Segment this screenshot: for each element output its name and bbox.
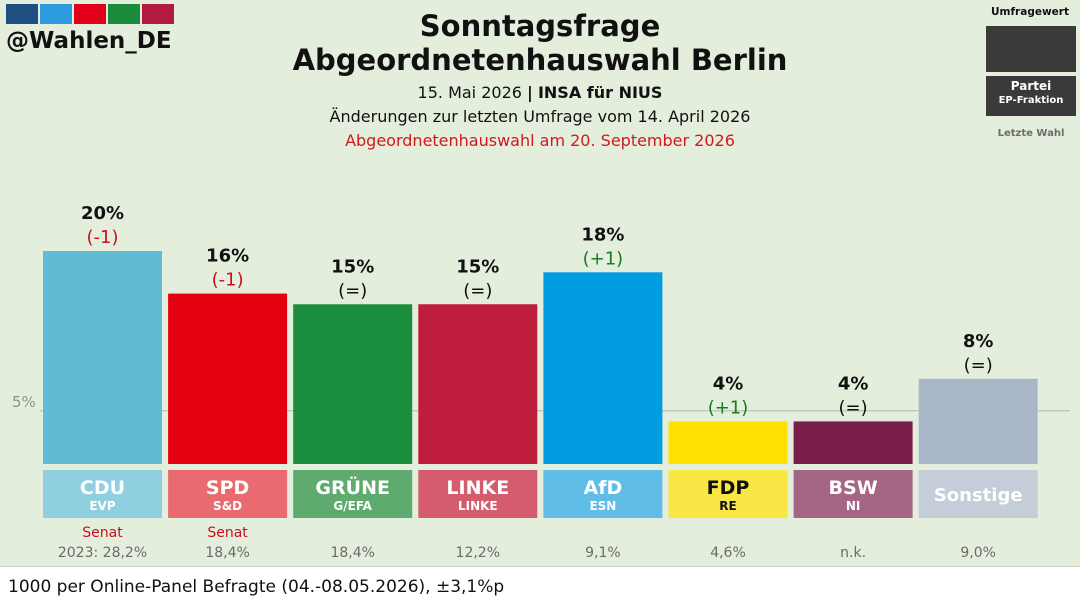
party-faction: ESN <box>589 499 616 513</box>
party-label-box <box>543 470 663 518</box>
last-election-value: 9,1% <box>585 545 621 561</box>
party-label-box <box>43 470 162 518</box>
bar <box>793 421 913 464</box>
party-name: CDU <box>80 477 125 499</box>
chart-title-line2: Abgeordnetenhauswahl Berlin <box>292 43 788 77</box>
party-faction: RE <box>719 499 736 513</box>
chart-subtitle-election: Abgeordnetenhauswahl am 20. September 20… <box>345 131 735 150</box>
party-note: Senat <box>82 525 123 541</box>
party-label-box <box>918 470 1038 518</box>
chart-title: Sonntagsfrage <box>419 9 661 43</box>
brand-stripe <box>142 4 174 24</box>
legend-faction-label: EP-Fraktion <box>998 95 1064 106</box>
last-election-value: 2023: 28,2% <box>58 545 147 561</box>
bar-change-label: (=) <box>463 280 492 301</box>
subtitle-date: 15. Mai 2026 <box>417 83 522 102</box>
threshold-label: 5% <box>12 393 36 411</box>
last-election-value: 9,0% <box>960 545 996 561</box>
bar-value-label: 8% <box>963 331 994 352</box>
legend-value-label: Umfragewert <box>991 6 1069 18</box>
party-label-box <box>168 470 288 518</box>
bar-change-label: (=) <box>338 280 367 301</box>
bar <box>168 293 288 464</box>
bar-change-label: (=) <box>839 397 868 418</box>
brand-handle: @Wahlen_DE <box>6 28 172 54</box>
chart-subtitle-date: 15. Mai 2026 | INSA für NIUS <box>0 82 1080 104</box>
party-label-box <box>293 470 413 518</box>
brand-stripe <box>74 4 106 24</box>
brand-stripe <box>6 4 38 24</box>
bar-change-label: (+1) <box>708 397 749 418</box>
bar-value-label: 16% <box>206 246 249 267</box>
party-faction: LINKE <box>458 499 498 513</box>
subtitle-source: INSA für NIUS <box>537 83 663 102</box>
legend-party-box: Partei EP-Fraktion <box>986 76 1076 116</box>
brand-stripe <box>40 4 72 24</box>
bar <box>43 251 162 464</box>
bar-change-label: (+1) <box>583 248 624 269</box>
bar <box>543 272 663 464</box>
last-election-value: 12,2% <box>456 545 500 561</box>
legend-party-label: Partei <box>1010 79 1052 93</box>
bar-value-label: 18% <box>581 224 624 245</box>
party-name: FDP <box>707 477 750 499</box>
bar <box>418 304 538 464</box>
bar <box>668 421 788 464</box>
bar-value-label: 20% <box>81 203 124 224</box>
last-election-value: 4,6% <box>710 545 746 561</box>
subtitle-separator: | <box>527 83 533 102</box>
party-label-box <box>418 470 538 518</box>
legend-last-election-label: Letzte Wahl <box>997 128 1065 139</box>
party-faction: G/EFA <box>333 499 372 513</box>
party-name: GRÜNE <box>315 475 390 499</box>
bar-value-label: 15% <box>456 256 499 277</box>
party-name: SPD <box>206 477 249 499</box>
party-faction: EVP <box>89 499 115 513</box>
bar-change-label: (=) <box>964 355 993 376</box>
bar <box>293 304 413 464</box>
chart-subtitle-changes: Änderungen zur letzten Umfrage vom 14. A… <box>329 107 751 126</box>
party-name: LINKE <box>446 477 509 499</box>
party-note: Senat <box>207 525 248 541</box>
party-name: AfD <box>584 477 623 499</box>
bar-value-label: 15% <box>331 256 374 277</box>
bar-change-label: (-1) <box>212 270 244 291</box>
brand-color-stripes <box>6 4 174 24</box>
last-election-value: 18,4% <box>330 545 374 561</box>
bar-value-label: 4% <box>838 373 869 394</box>
last-election-value: n.k. <box>840 545 866 561</box>
chart-footer: 1000 per Online-Panel Befragte (04.-08.0… <box>0 566 1080 607</box>
legend-value-box <box>986 26 1076 72</box>
party-name: BSW <box>829 477 878 499</box>
brand-stripe <box>108 4 140 24</box>
bar-value-label: 4% <box>713 373 744 394</box>
last-election-value: 18,4% <box>205 545 249 561</box>
bar-change-label: (-1) <box>87 227 119 248</box>
party-label-box <box>793 470 913 518</box>
party-faction: NI <box>846 499 861 513</box>
party-label-box <box>668 470 788 518</box>
party-name: Sonstige <box>934 485 1023 506</box>
party-faction: S&D <box>213 499 242 513</box>
bar <box>918 378 1038 464</box>
